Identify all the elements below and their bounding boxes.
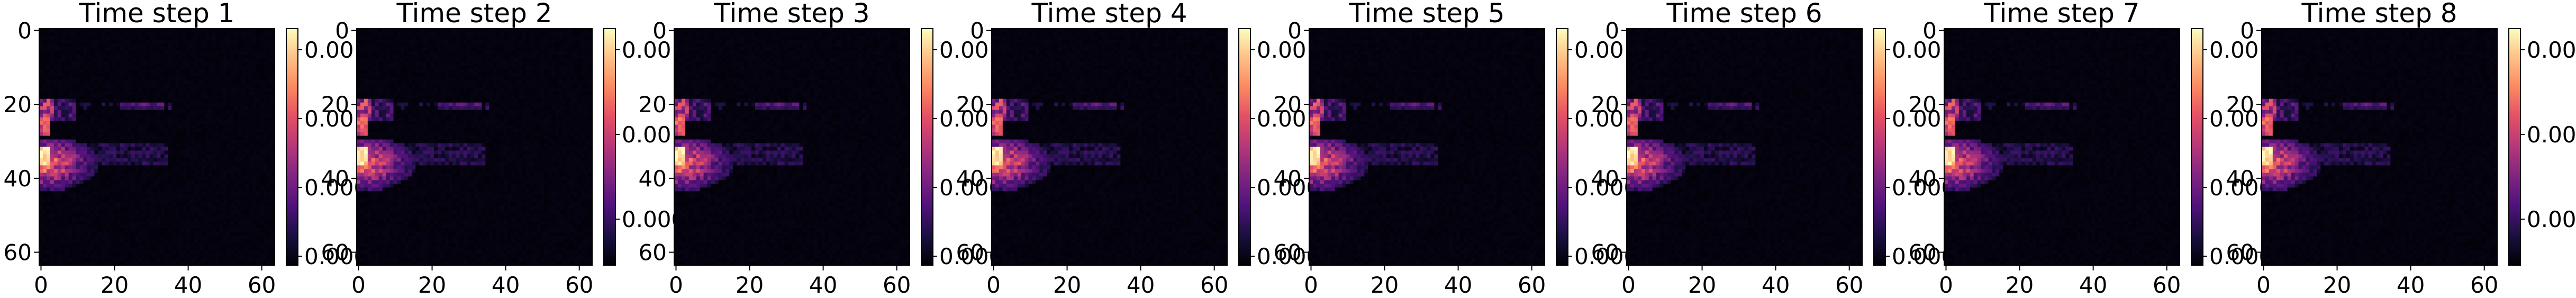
heatmap-panel-8: Time step 8020406002040600.00150.00100.0… xyxy=(2226,0,2576,298)
x-tick-label: 20 xyxy=(2006,272,2034,298)
colorbar xyxy=(1556,29,1568,265)
y-tick-label: 20 xyxy=(1591,92,1619,118)
y-tick-label: 40 xyxy=(4,166,32,192)
heatmap-cells xyxy=(39,29,275,266)
colorbar-tick-label: 0.0015 xyxy=(2527,37,2576,63)
x-tick-label: 40 xyxy=(2079,272,2107,298)
heatmap-panel-4: Time step 40 20 40 6002040600.0010.0010.000… xyxy=(956,0,1321,298)
y-tick-label: 20 xyxy=(321,92,349,118)
x-tick-label: 60 xyxy=(1200,272,1228,298)
colorbar xyxy=(604,29,615,265)
x-tick-label: 60 xyxy=(2470,272,2498,298)
x-tick-label: 20 xyxy=(736,272,764,298)
colorbar xyxy=(1874,29,1885,265)
x-tick-label: 20 xyxy=(1688,272,1716,298)
heatmap-panel-6: Time step 60 20 40 6002040600.0010.0010.000… xyxy=(1591,0,1956,298)
y-tick-label: 20 xyxy=(956,92,984,118)
panel-title: Time step 2 xyxy=(396,0,552,29)
y-tick-label: 60 xyxy=(2226,240,2254,266)
colorbar-tick-label: 0.0005 xyxy=(2527,206,2576,232)
y-tick-label: 0 xyxy=(1287,17,1302,43)
x-tick-label: 60 xyxy=(248,272,276,298)
y-tick-label: 60 xyxy=(321,240,349,266)
y-tick-label: 20 xyxy=(1909,92,1937,118)
x-tick-label: 40 xyxy=(1444,272,1472,298)
heatmap-cells xyxy=(357,29,593,266)
x-tick-label: 0 xyxy=(351,272,366,298)
y-tick-label: 40 xyxy=(321,166,349,192)
x-tick-label: 40 xyxy=(492,272,520,298)
heatmap-cells xyxy=(992,29,1228,266)
heatmap-cells xyxy=(1309,29,1545,266)
y-tick-label: 60 xyxy=(1591,240,1619,266)
colorbar xyxy=(921,29,933,265)
x-tick-label: 60 xyxy=(1835,272,1863,298)
panel-title: Time step 6 xyxy=(1666,0,1822,29)
colorbar-tick-label: 0.0010 xyxy=(2527,122,2576,148)
y-tick-label: 40 xyxy=(956,166,984,192)
y-tick-label: 20 xyxy=(2226,92,2254,118)
x-tick-label: 60 xyxy=(565,272,593,298)
y-tick-label: 0 xyxy=(1605,17,1619,43)
x-tick-label: 0 xyxy=(34,272,48,298)
heatmap-cells xyxy=(1944,29,2180,266)
colorbar xyxy=(286,29,298,265)
x-tick-label: 20 xyxy=(2323,272,2351,298)
y-tick-label: 60 xyxy=(1274,240,1302,266)
x-tick-label: 0 xyxy=(669,272,683,298)
x-tick-label: 20 xyxy=(1053,272,1081,298)
panel-title: Time step 8 xyxy=(2301,0,2457,29)
y-tick-label: 0 xyxy=(2240,17,2254,43)
x-tick-label: 40 xyxy=(2397,272,2425,298)
heatmap-panel-5: Time step 50 20 40 6002040600.0010.0010.000… xyxy=(1274,0,1638,298)
y-tick-label: 40 xyxy=(639,166,667,192)
y-tick-label: 0 xyxy=(970,17,984,43)
heatmap-cells xyxy=(2262,29,2498,266)
y-tick-label: 0 xyxy=(1922,17,1937,43)
panel-title: Time step 7 xyxy=(1983,0,2139,29)
heatmap-panel-1: Time step 10 20 40 6002040600.0010.0010.000… xyxy=(4,0,368,298)
heatmap-cells xyxy=(674,29,910,266)
x-tick-label: 20 xyxy=(418,272,446,298)
x-tick-label: 0 xyxy=(1304,272,1318,298)
x-tick-label: 40 xyxy=(1127,272,1155,298)
y-tick-label: 40 xyxy=(2226,166,2254,192)
x-tick-label: 20 xyxy=(101,272,129,298)
x-tick-label: 0 xyxy=(1621,272,1636,298)
colorbar xyxy=(2191,29,2203,265)
heatmap-panel-7: Time step 70 20 40 6002040600.0010.0010.000… xyxy=(1909,0,2273,298)
y-tick-label: 20 xyxy=(1274,92,1302,118)
colorbar xyxy=(2509,29,2520,265)
y-tick-label: 20 xyxy=(639,92,667,118)
y-tick-label: 40 xyxy=(1909,166,1937,192)
y-tick-label: 60 xyxy=(1909,240,1937,266)
panel-title: Time step 5 xyxy=(1348,0,1504,29)
panel-title: Time step 4 xyxy=(1031,0,1187,29)
y-tick-label: 40 xyxy=(1591,166,1619,192)
x-tick-label: 0 xyxy=(986,272,1001,298)
colorbar xyxy=(1239,29,1250,265)
y-tick-label: 0 xyxy=(17,17,32,43)
y-tick-label: 60 xyxy=(639,240,667,266)
x-tick-label: 0 xyxy=(2256,272,2271,298)
x-tick-label: 60 xyxy=(1518,272,1546,298)
x-tick-label: 40 xyxy=(1762,272,1790,298)
y-tick-label: 0 xyxy=(335,17,349,43)
x-tick-label: 40 xyxy=(174,272,202,298)
y-tick-label: 0 xyxy=(652,17,667,43)
y-tick-label: 60 xyxy=(956,240,984,266)
panel-title: Time step 1 xyxy=(78,0,234,29)
y-tick-label: 20 xyxy=(4,92,32,118)
heatmap-cells xyxy=(1627,29,1863,266)
x-tick-label: 60 xyxy=(2153,272,2181,298)
x-tick-label: 40 xyxy=(809,272,837,298)
heatmap-panel-3: Time step 30 20 40 6002040600.0010.0010.000… xyxy=(639,0,1003,298)
y-tick-label: 60 xyxy=(4,240,32,266)
x-tick-label: 0 xyxy=(1939,272,1953,298)
x-tick-label: 20 xyxy=(1371,272,1399,298)
panel-title: Time step 3 xyxy=(713,0,869,29)
y-tick-label: 40 xyxy=(1274,166,1302,192)
x-tick-label: 60 xyxy=(883,272,911,298)
